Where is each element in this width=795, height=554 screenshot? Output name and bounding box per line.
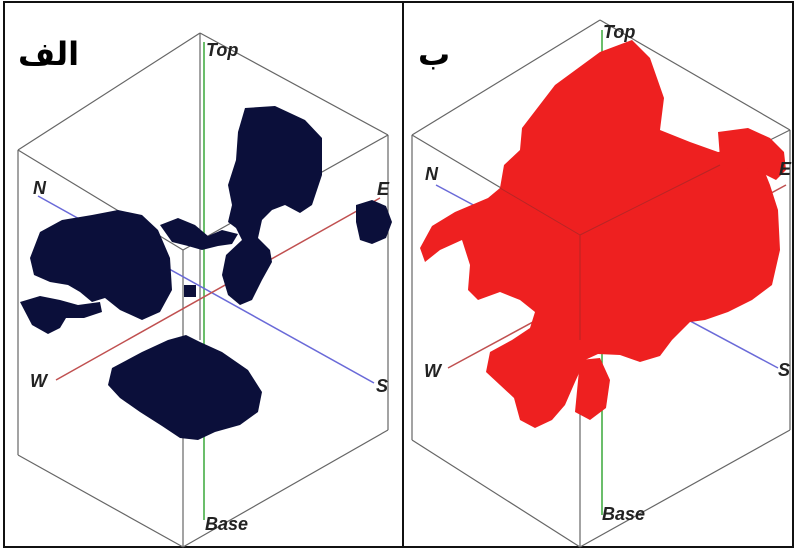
right-top-label: Top [603, 22, 635, 42]
right-panel-label: ب [418, 35, 451, 73]
right-north-label: N [425, 164, 439, 184]
right-body-main [420, 40, 780, 428]
left-body-bottom [108, 335, 262, 440]
left-body-left-cluster [30, 210, 172, 320]
right-body-east-lobe [718, 128, 786, 180]
left-3d-body [20, 106, 392, 440]
left-east-label: E [377, 179, 390, 199]
left-east-west-axis [55, 197, 381, 381]
left-top-label: Top [206, 40, 238, 60]
left-body-east-chunk [356, 200, 392, 244]
panel-left: Top Base N S E W [17, 32, 392, 548]
left-north-label: N [33, 178, 47, 198]
right-box-edges [411, 19, 791, 548]
panel-right: Top Base N S E W [411, 19, 792, 548]
right-3d-body [420, 40, 786, 428]
left-west-label: W [30, 371, 49, 391]
left-body-speck [184, 285, 196, 297]
left-south-label: S [376, 376, 388, 396]
right-body-lower-tail [575, 358, 610, 420]
left-panel-label: الف [18, 35, 80, 73]
right-base-label: Base [602, 504, 645, 524]
left-body-upper-right [222, 106, 322, 305]
right-west-label: W [424, 361, 443, 381]
left-base-label: Base [205, 514, 248, 534]
right-east-label: E [779, 159, 792, 179]
right-box-overlay [499, 164, 721, 340]
left-body-center-strip [160, 218, 238, 250]
right-south-label: S [778, 360, 790, 380]
left-body-far-left [20, 296, 102, 334]
